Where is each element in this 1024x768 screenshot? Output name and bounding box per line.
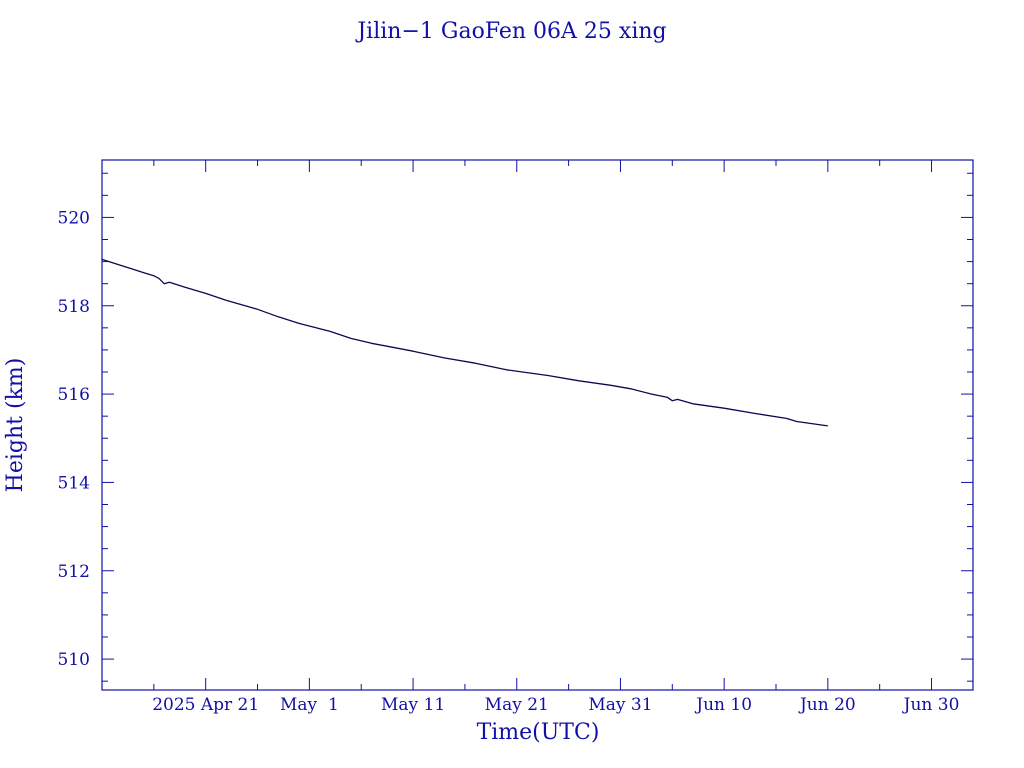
height-series-line: [101, 258, 828, 427]
x-tick-label: May 11: [381, 695, 445, 715]
x-tick-label: 2025 Apr 21: [152, 695, 259, 715]
x-tick-label: May 21: [485, 695, 549, 715]
y-tick-label: 516: [58, 385, 90, 405]
tick-labels: 2025 Apr 21 May 1 May 11 May 21 May 31 Jun 10…: [58, 208, 960, 715]
y-tick-label: 512: [58, 562, 90, 582]
plot-frame: [101, 159, 974, 691]
y-tick-label: 520: [58, 208, 90, 228]
y-axis-label: Height (km): [3, 358, 28, 493]
series-layer: [101, 258, 828, 427]
x-tick-label: May 1: [280, 695, 339, 715]
x-axis-label: Time(UTC): [477, 720, 600, 745]
y-tick-label: 514: [58, 473, 90, 493]
y-tick-label: 518: [58, 297, 90, 317]
chart-title: Jilin−1 GaoFen 06A 25 xing: [355, 19, 666, 44]
axis-ticks: [101, 160, 973, 690]
y-tick-label: 510: [58, 650, 90, 670]
x-tick-label: Jun 20: [798, 695, 856, 715]
x-tick-label: Jun 30: [902, 695, 960, 715]
x-tick-label: May 31: [588, 695, 652, 715]
x-tick-label: Jun 10: [694, 695, 752, 715]
